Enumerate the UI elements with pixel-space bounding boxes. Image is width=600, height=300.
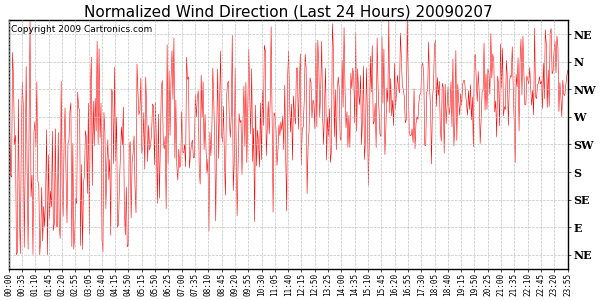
Title: Normalized Wind Direction (Last 24 Hours) 20090207: Normalized Wind Direction (Last 24 Hours… [84,4,493,19]
Text: Copyright 2009 Cartronics.com: Copyright 2009 Cartronics.com [11,25,153,34]
